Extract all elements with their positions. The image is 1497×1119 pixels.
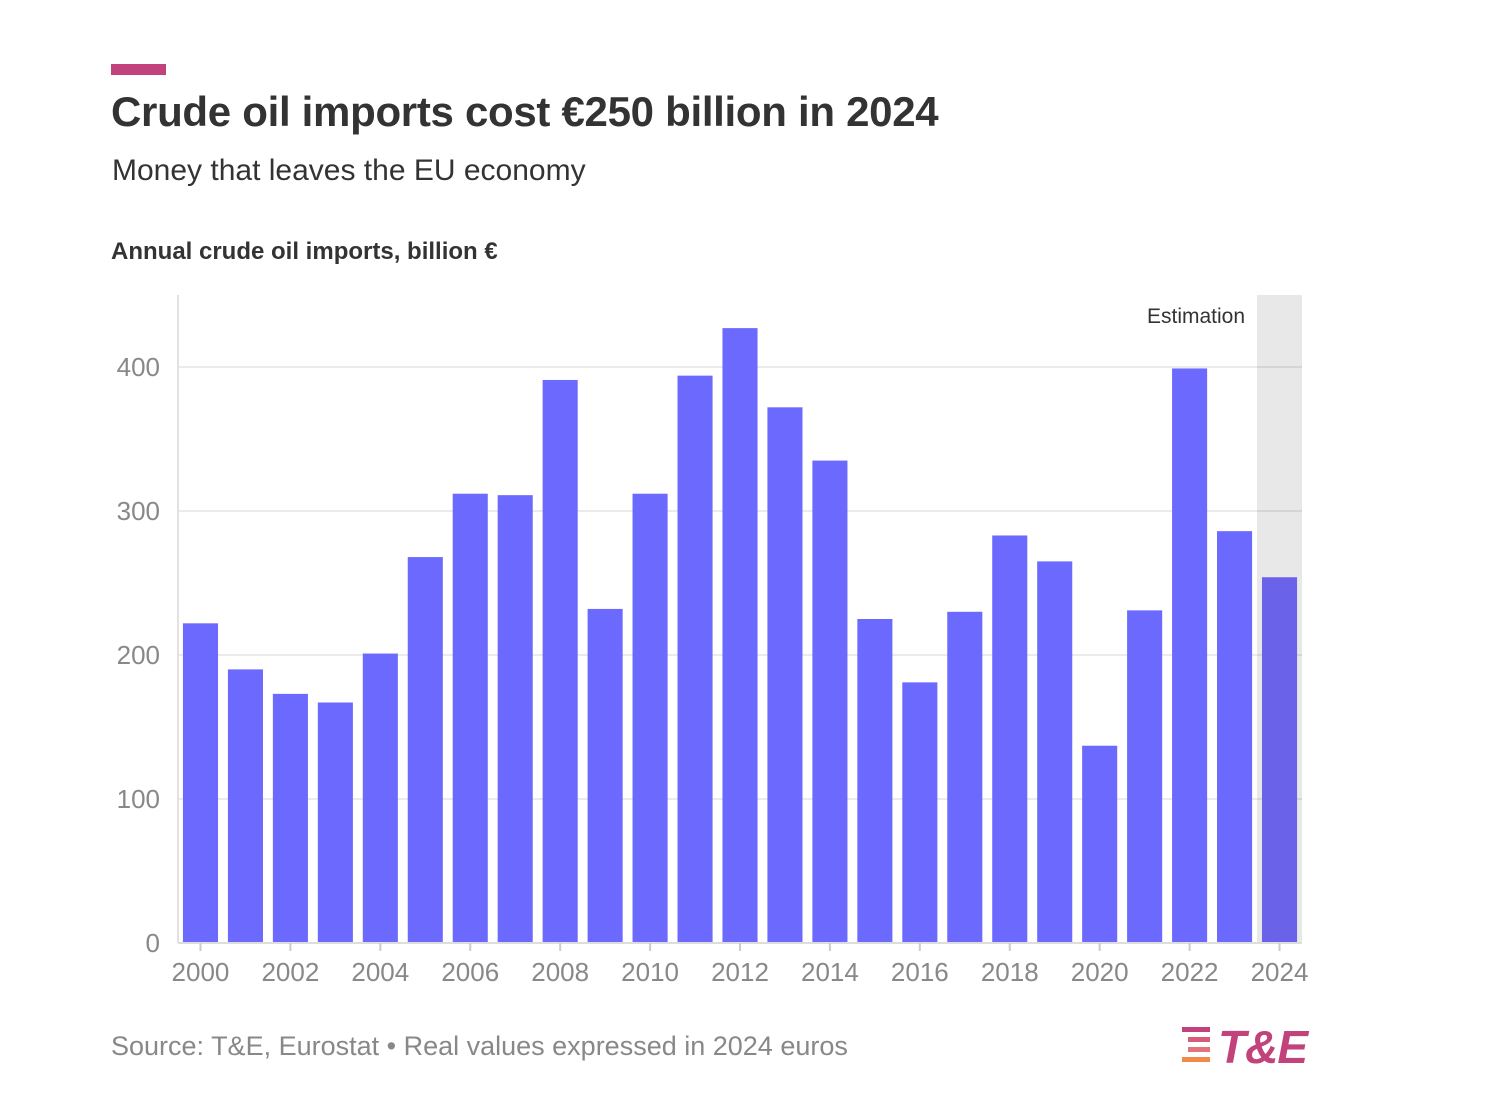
x-tick-label: 2016 (891, 957, 949, 987)
bar-2000 (182, 623, 219, 943)
logo-stripes-icon (1182, 1027, 1210, 1062)
bar-2018 (992, 535, 1028, 943)
bar-2012 (722, 328, 758, 943)
te-logo: T&E (1180, 1020, 1340, 1073)
x-tick-label: 2018 (981, 957, 1039, 987)
x-tick-label: 2022 (1161, 957, 1219, 987)
bar-2011 (677, 375, 713, 943)
y-tick-label: 300 (117, 496, 160, 526)
bar-2006 (452, 493, 488, 943)
bar-2014 (812, 460, 848, 943)
y-axis-caption: Annual crude oil imports, billion € (111, 238, 498, 265)
bar-2017 (947, 611, 983, 943)
x-tick-label: 2008 (531, 957, 589, 987)
x-tick-label: 2014 (801, 957, 859, 987)
bar-2020 (1082, 745, 1118, 943)
bar-2007 (497, 495, 533, 943)
estimation-label: Estimation (1147, 305, 1245, 328)
x-tick-label: 2006 (441, 957, 499, 987)
y-tick-label: 0 (146, 928, 160, 958)
bar-2002 (272, 693, 308, 943)
x-tick-label: 2002 (261, 957, 319, 987)
chart-subtitle: Money that leaves the EU economy (112, 154, 586, 187)
bar-2009 (587, 608, 623, 943)
y-tick-label: 200 (117, 640, 160, 670)
bar-2023 (1217, 531, 1253, 943)
logo-wordmark: T&E (1218, 1021, 1308, 1073)
bar-2005 (407, 557, 443, 943)
x-tick-label: 2024 (1251, 957, 1309, 987)
bar-2010 (632, 493, 668, 943)
bar-2013 (767, 407, 803, 943)
bar-2001 (227, 669, 263, 943)
bar-2008 (542, 379, 578, 944)
bar-2015 (857, 619, 893, 943)
title-accent-bar (111, 64, 166, 75)
chart-title: Crude oil imports cost €250 billion in 2… (111, 88, 939, 135)
bar-2016 (902, 682, 938, 943)
x-tick-label: 2020 (1071, 957, 1129, 987)
x-tick-label: 2000 (172, 957, 230, 987)
y-tick-label: 400 (117, 352, 160, 382)
y-tick-label: 100 (117, 784, 160, 814)
bar-2022 (1172, 368, 1208, 943)
x-tick-label: 2004 (351, 957, 409, 987)
bar-2003 (317, 702, 353, 943)
source-note: Source: T&E, Eurostat • Real values expr… (111, 1031, 848, 1061)
x-tick-label: 2010 (621, 957, 679, 987)
bar-2019 (1037, 561, 1073, 943)
bar-2021 (1127, 610, 1163, 943)
bar-2024 (1261, 577, 1298, 943)
bar-2004 (362, 653, 398, 943)
x-tick-label: 2012 (711, 957, 769, 987)
